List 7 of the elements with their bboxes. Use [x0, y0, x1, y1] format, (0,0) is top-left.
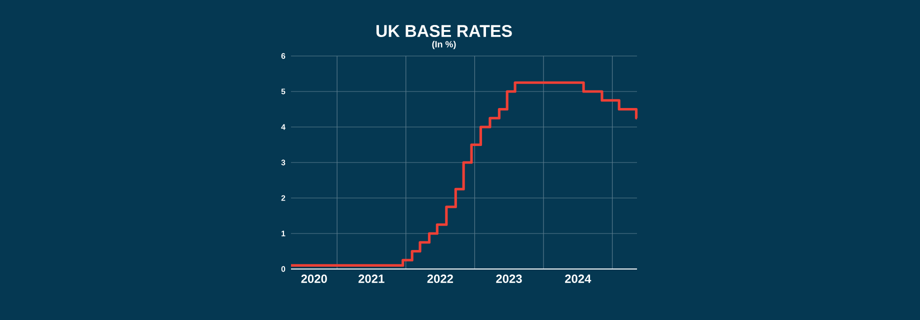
x-tick-label: 2021	[358, 274, 384, 283]
x-tick-label: 2020	[301, 274, 327, 283]
chart-title: UK BASE RATES	[376, 25, 512, 37]
x-tick-label: 2022	[427, 274, 454, 283]
x-tick-label: 2023	[496, 274, 522, 284]
x-tick-label: 2024	[565, 274, 592, 283]
chart-subtitle: (In %)	[432, 40, 456, 50]
